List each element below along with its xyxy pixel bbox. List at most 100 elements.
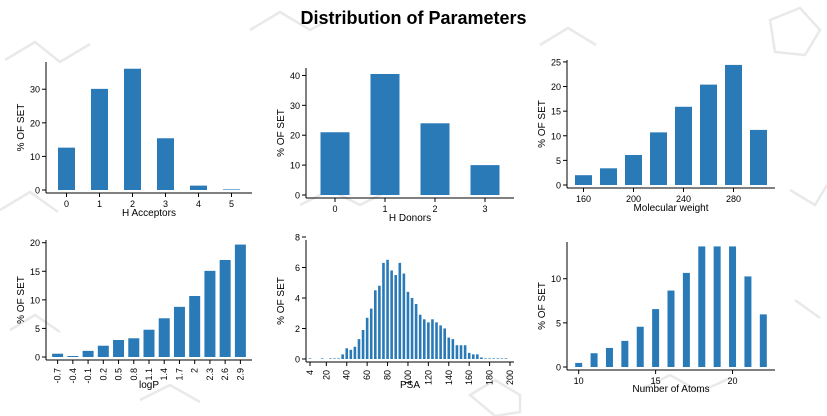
y-tick-label: 15 — [30, 267, 40, 277]
bar — [97, 345, 109, 357]
x-tick-label: 2 — [190, 368, 200, 373]
bar — [157, 138, 174, 190]
y-tick-label: 30 — [30, 85, 40, 95]
bar — [504, 358, 508, 359]
y-tick-label: 10 — [290, 161, 300, 171]
x-tick-label: 100 — [403, 370, 413, 385]
bar — [219, 260, 231, 357]
bar — [91, 88, 108, 190]
y-axis-label: % OF SET — [537, 100, 548, 148]
bar — [476, 354, 479, 359]
bar — [713, 246, 721, 367]
bar — [52, 353, 64, 357]
x-tick-label: 2 — [130, 199, 135, 209]
x-tick-label: 1.7 — [174, 368, 184, 381]
y-tick-label: 8 — [295, 233, 300, 243]
figure-title: Distribution of Parameters — [300, 8, 527, 28]
bar — [329, 358, 332, 359]
bar — [345, 348, 349, 359]
chart-panel-5: 0 2 4 6 8 4 20 40 60 80 100 120 140 160 180 200 PSA % OF … — [276, 233, 515, 392]
bar — [398, 262, 402, 359]
bar — [189, 296, 201, 357]
bar — [320, 358, 324, 359]
x-tick-label: -0.1 — [83, 368, 93, 384]
bar — [435, 322, 438, 359]
bar — [58, 147, 75, 190]
bar — [500, 358, 504, 359]
y-axis-label: % OF SET — [16, 104, 27, 152]
bar — [390, 270, 393, 359]
y-tick-label: 20 — [30, 118, 40, 128]
bar — [480, 357, 483, 359]
y-tick-label: 5 — [556, 156, 561, 166]
bar — [341, 354, 344, 359]
bar — [378, 285, 381, 359]
y-axis-label: % OF SET — [276, 109, 287, 157]
x-tick-label: 3 — [482, 204, 487, 214]
x-tick-label: 3 — [163, 199, 168, 209]
x-tick-label: 200 — [505, 370, 515, 385]
x-tick-label: 0 — [64, 199, 69, 209]
bar — [459, 345, 463, 359]
bar — [744, 276, 752, 367]
x-tick-label: 240 — [676, 194, 691, 204]
x-tick-label: 200 — [626, 194, 641, 204]
chart-panel-3: 0 5 10 15 20 25 160 200 240 280 Molecular weight % … — [537, 57, 775, 214]
bar — [451, 339, 455, 359]
bar — [308, 358, 312, 359]
bar — [759, 314, 767, 367]
bar — [190, 185, 207, 190]
x-tick-label: 1.4 — [159, 368, 169, 381]
bar — [605, 347, 613, 367]
x-tick-label: 1 — [97, 199, 102, 209]
bar — [337, 358, 340, 359]
x-tick-label: 180 — [485, 370, 495, 385]
bar — [333, 358, 336, 359]
x-tick-label: 60 — [362, 370, 372, 380]
bar — [234, 244, 246, 357]
bar — [455, 345, 459, 359]
x-tick-label: 280 — [726, 194, 741, 204]
x-tick-label: 0.5 — [114, 368, 124, 381]
y-tick-label: 0 — [35, 186, 40, 196]
bar — [431, 319, 434, 359]
bar — [729, 246, 737, 367]
bar — [204, 270, 216, 357]
y-tick-label: 30 — [290, 101, 300, 111]
bar — [575, 362, 583, 367]
bar — [374, 290, 377, 359]
x-axis-label: PSA — [400, 380, 420, 391]
bar — [621, 340, 629, 367]
x-tick-label: 4 — [305, 370, 315, 375]
bar — [406, 291, 410, 359]
bar — [223, 189, 240, 190]
bar — [67, 356, 79, 357]
bar — [353, 346, 357, 359]
bar — [349, 349, 353, 359]
y-axis-label: % OF SET — [276, 277, 287, 325]
bar — [492, 358, 495, 359]
y-tick-label: 2 — [295, 324, 300, 334]
x-tick-label: 15 — [651, 376, 661, 386]
y-tick-label: 4 — [295, 294, 300, 304]
x-tick-label: 0 — [332, 204, 337, 214]
y-axis-label: % OF SET — [537, 282, 548, 330]
bar — [467, 352, 471, 359]
chart-panel-2: 0 10 20 30 40 0 1 2 3 H Donors % OF SET — [276, 68, 514, 224]
bar — [410, 297, 414, 359]
bar — [443, 328, 446, 359]
bar — [625, 155, 642, 185]
bar — [418, 314, 422, 359]
x-tick-label: -0.4 — [68, 368, 78, 384]
bar — [700, 84, 717, 185]
x-axis-label: logP — [139, 380, 159, 391]
bar — [484, 358, 487, 359]
bar — [365, 317, 369, 359]
y-tick-label: 40 — [290, 71, 300, 81]
bar — [369, 308, 373, 359]
bar — [463, 345, 467, 359]
x-tick-label: 2.6 — [220, 368, 230, 381]
bar — [698, 246, 706, 367]
bar — [173, 306, 185, 357]
